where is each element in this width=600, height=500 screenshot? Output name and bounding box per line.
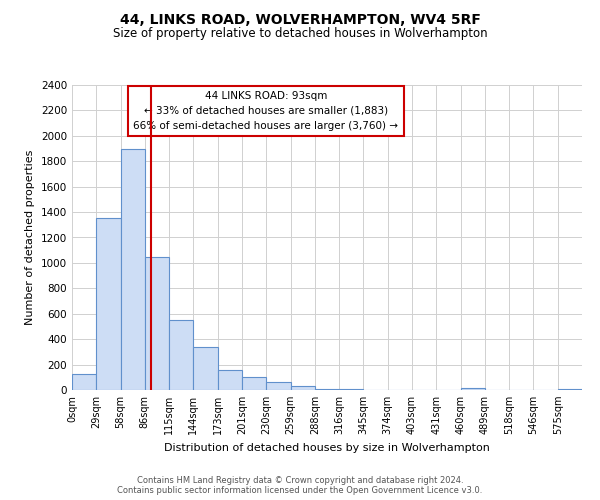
Bar	[72, 374, 96, 390]
Bar	[145, 256, 169, 390]
Y-axis label: Number of detached properties: Number of detached properties	[25, 150, 35, 325]
Bar	[96, 218, 121, 390]
Bar	[193, 348, 218, 390]
Bar	[290, 386, 315, 390]
Bar	[461, 388, 485, 390]
Bar	[121, 148, 145, 390]
Bar	[218, 370, 242, 390]
Text: Contains HM Land Registry data © Crown copyright and database right 2024.: Contains HM Land Registry data © Crown c…	[137, 476, 463, 485]
Text: 44, LINKS ROAD, WOLVERHAMPTON, WV4 5RF: 44, LINKS ROAD, WOLVERHAMPTON, WV4 5RF	[119, 12, 481, 26]
Bar	[242, 376, 266, 390]
Bar	[315, 388, 339, 390]
Bar	[266, 382, 290, 390]
Text: Size of property relative to detached houses in Wolverhampton: Size of property relative to detached ho…	[113, 28, 487, 40]
Text: 44 LINKS ROAD: 93sqm
← 33% of detached houses are smaller (1,883)
66% of semi-de: 44 LINKS ROAD: 93sqm ← 33% of detached h…	[133, 91, 398, 130]
Text: Contains public sector information licensed under the Open Government Licence v3: Contains public sector information licen…	[118, 486, 482, 495]
X-axis label: Distribution of detached houses by size in Wolverhampton: Distribution of detached houses by size …	[164, 442, 490, 452]
Bar	[169, 320, 193, 390]
